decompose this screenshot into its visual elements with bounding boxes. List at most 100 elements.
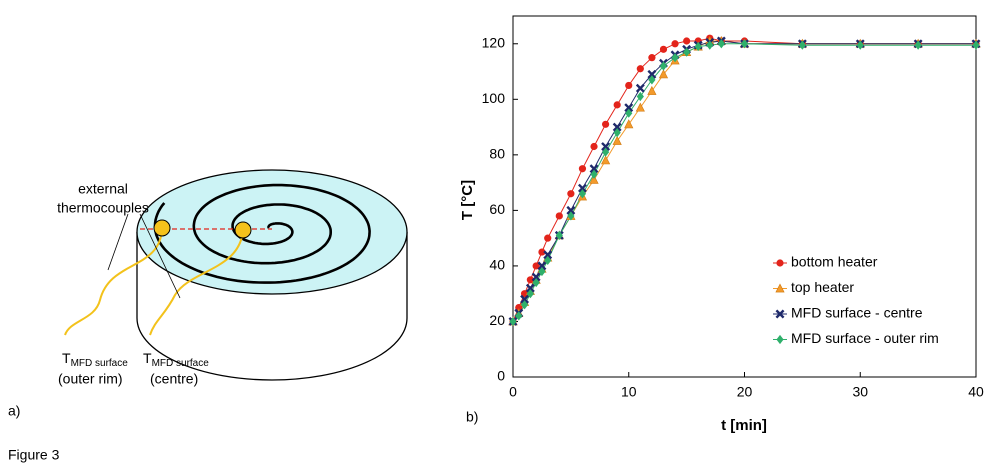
legend-label: bottom heater [791, 254, 878, 270]
marker [671, 53, 679, 63]
marker [648, 54, 656, 62]
marker [706, 40, 714, 50]
sensor-label: TMFD surface [62, 350, 128, 369]
leader-line [107, 213, 129, 271]
marker [520, 294, 530, 304]
marker [914, 40, 922, 50]
y-tick-label: 40 [489, 257, 505, 273]
marker [671, 40, 679, 48]
marker [520, 300, 529, 310]
marker [578, 183, 587, 193]
marker [538, 266, 546, 277]
y-tick-label: 20 [489, 312, 505, 328]
marker [856, 40, 864, 50]
marker [532, 262, 540, 270]
marker [537, 261, 547, 271]
marker [515, 311, 523, 321]
thermocouple [234, 221, 252, 239]
marker [798, 40, 806, 50]
marker [683, 47, 691, 57]
y-tick-label: 120 [482, 34, 506, 50]
subscript: MFD surface [152, 358, 210, 369]
marker [555, 230, 563, 240]
marker [625, 81, 633, 90]
marker [647, 85, 657, 95]
marker [526, 276, 534, 284]
series-line [512, 37, 976, 322]
y-tick-label: 80 [489, 146, 505, 162]
leader-line [139, 213, 181, 299]
legend-marker [776, 259, 784, 267]
marker [578, 189, 587, 199]
marker [625, 108, 633, 118]
marker [636, 91, 644, 102]
marker [590, 142, 598, 151]
x-axis-title: t [min] [721, 417, 767, 434]
marker [602, 147, 610, 157]
x-tick-label: 30 [852, 384, 868, 400]
marker [613, 128, 621, 138]
series-line [512, 43, 976, 322]
legend-marker [776, 334, 784, 345]
marker [566, 205, 576, 215]
legend: bottom heater top heater MFD surface - cen… [773, 254, 939, 346]
marker [636, 65, 644, 73]
marker [589, 164, 599, 174]
marker [612, 122, 622, 132]
figure-label: Figure 3 [8, 447, 60, 463]
marker [544, 255, 552, 265]
marker [659, 61, 668, 71]
marker [567, 211, 575, 221]
marker [543, 250, 553, 260]
marker [648, 75, 656, 85]
y-tick-label: 100 [482, 90, 506, 106]
marker [509, 316, 517, 327]
marker [555, 212, 563, 220]
marker [624, 119, 634, 129]
y-tick-label: 0 [497, 368, 505, 384]
symbol: T [62, 350, 71, 366]
marker [635, 83, 645, 93]
marker [590, 169, 598, 179]
marker [531, 272, 541, 282]
legend-label: MFD surface - outer rim [791, 330, 939, 346]
marker [578, 165, 587, 173]
panel-label: a) [8, 403, 20, 419]
marker [520, 290, 529, 298]
legend-marker [775, 283, 785, 293]
disk-diagram: external thermocouples TMFD surface (out… [57, 169, 408, 387]
spiral-channel [153, 183, 371, 284]
disk-top [136, 169, 408, 295]
marker [526, 289, 534, 299]
marker [544, 234, 552, 242]
marker [589, 174, 599, 184]
series-markers [509, 39, 980, 327]
series-line [512, 40, 976, 322]
marker [538, 248, 546, 256]
marker [659, 45, 668, 53]
marker [658, 69, 669, 79]
thermocouple [153, 219, 171, 237]
marker [683, 37, 691, 45]
marker [532, 277, 540, 288]
label: thermocouples [57, 200, 149, 216]
legend-label: MFD surface - centre [791, 305, 923, 321]
marker [602, 120, 610, 128]
series-markers [508, 36, 981, 326]
sensor-note: (centre) [150, 371, 198, 387]
wire [64, 228, 163, 336]
x-tick-label: 40 [968, 384, 984, 400]
symbol: T [143, 350, 152, 366]
marker [647, 69, 657, 79]
marker [612, 135, 622, 145]
marker [635, 102, 645, 112]
panel-label: b) [466, 409, 478, 425]
series-markers [508, 35, 981, 326]
marker [717, 39, 725, 49]
marker [740, 39, 749, 49]
marker [613, 101, 621, 109]
x-tick-label: 20 [737, 384, 753, 400]
subscript: MFD surface [71, 358, 129, 369]
marker [601, 142, 611, 151]
